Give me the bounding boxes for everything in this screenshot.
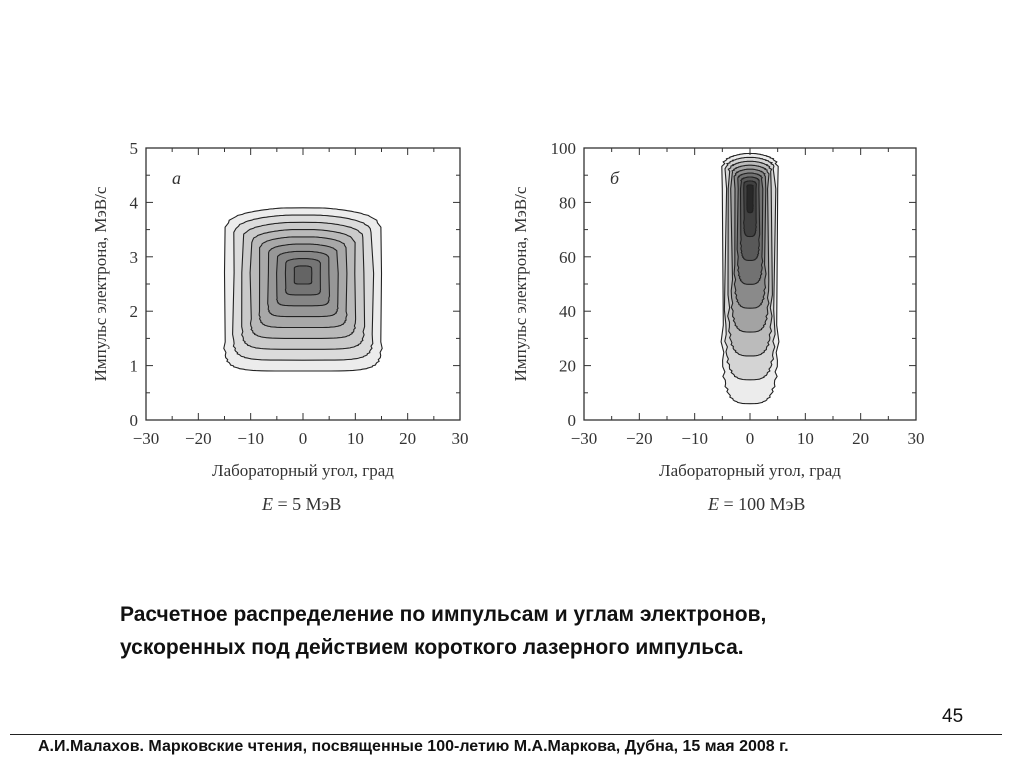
- x-tick-label: −10: [681, 429, 708, 448]
- contour-level-9: [746, 184, 754, 214]
- y-tick-label: 4: [130, 193, 139, 212]
- y-tick-label: 1: [130, 357, 139, 376]
- x-tick-label: −30: [571, 429, 598, 448]
- x-tick-label: 0: [746, 429, 755, 448]
- contour-group-a: [223, 207, 383, 372]
- footer-text: А.И.Малахов. Марковские чтения, посвящен…: [38, 738, 789, 755]
- chart-b: −30 −20 −10 0 10 20 30 0 20 40 60 80 100 Лабораторный…: [511, 139, 925, 480]
- y-tick-label: 0: [130, 411, 139, 430]
- energy-value-a: = 5 МэВ: [273, 494, 342, 514]
- caption-line-2: ускоренных под действием короткого лазер…: [120, 636, 744, 659]
- energy-symbol-a: E: [262, 494, 273, 514]
- contour-group-b: [720, 152, 780, 405]
- caption-line-1: Расчетное распределение по импульсам и у…: [120, 603, 767, 626]
- footer-divider: [10, 734, 1002, 735]
- x-tick-label: 20: [852, 429, 869, 448]
- energy-label-b: E = 100 МэВ: [708, 494, 805, 515]
- y-tick-label: 100: [551, 139, 577, 158]
- x-axis-title: Лабораторный угол, град: [659, 461, 841, 480]
- x-tick-label: 10: [347, 429, 364, 448]
- y-tick-label: 20: [559, 357, 576, 376]
- slide-caption: Расчетное распределение по импульсам и у…: [120, 598, 940, 664]
- y-tick-label: 60: [559, 248, 576, 267]
- x-tick-label: 30: [452, 429, 469, 448]
- x-tick-label: −30: [133, 429, 160, 448]
- x-axis-title: Лабораторный угол, град: [212, 461, 394, 480]
- y-axis-title: Импульс электрона, МэВ/c: [511, 186, 530, 381]
- y-tick-label: 80: [559, 193, 576, 212]
- x-tick-label: −20: [185, 429, 212, 448]
- page-number: 45: [942, 706, 964, 727]
- x-tick-label: 20: [399, 429, 416, 448]
- y-tick-label: 2: [130, 302, 139, 321]
- x-tick-label: −20: [626, 429, 653, 448]
- energy-symbol-b: E: [708, 494, 719, 514]
- y-tick-label: 3: [130, 248, 139, 267]
- x-tick-label: 0: [299, 429, 308, 448]
- y-tick-label: 0: [568, 411, 577, 430]
- energy-label-a: E = 5 МэВ: [262, 494, 341, 515]
- panel-letter: б: [610, 168, 620, 188]
- y-tick-label: 40: [559, 302, 576, 321]
- x-tick-label: −10: [237, 429, 264, 448]
- contour-level-9: [293, 265, 313, 285]
- x-tick-label: 10: [797, 429, 814, 448]
- chart-a: −30 −20 −10 0 10 20 30 0 1 2 3 4 5 Лабораторный угол,…: [91, 139, 469, 480]
- x-tick-label: 30: [908, 429, 925, 448]
- panel-letter: а: [172, 168, 181, 188]
- y-tick-label: 5: [130, 139, 139, 158]
- energy-value-b: = 100 МэВ: [719, 494, 806, 514]
- y-axis-title: Импульс электрона, МэВ/c: [91, 186, 110, 381]
